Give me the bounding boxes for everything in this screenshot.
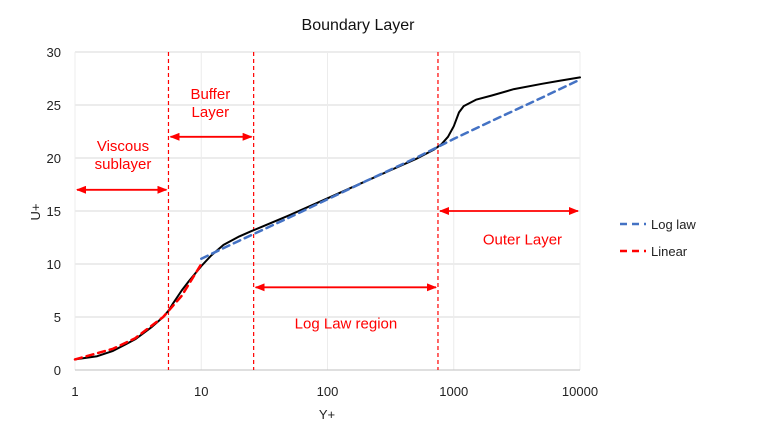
y-tick-label: 25 bbox=[47, 98, 61, 113]
x-tick-label: 100 bbox=[317, 384, 339, 399]
grid-lines bbox=[74, 51, 581, 371]
x-tick-label: 1 bbox=[71, 384, 78, 399]
chart-title: Boundary Layer bbox=[302, 17, 416, 34]
y-tick-label: 0 bbox=[54, 363, 61, 378]
y-tick-label: 30 bbox=[47, 45, 61, 60]
y-tick-label: 5 bbox=[54, 310, 61, 325]
series-line-linear bbox=[73, 262, 203, 361]
viscous-sublayer-label: Viscous bbox=[97, 138, 149, 155]
outer-layer-label: Outer Layer bbox=[483, 232, 562, 249]
legend-label-linear: Linear bbox=[651, 244, 688, 259]
legend-label-log-law: Log law bbox=[651, 217, 696, 232]
x-tick-label: 1000 bbox=[439, 384, 468, 399]
x-tick-label: 10 bbox=[194, 384, 208, 399]
buffer-layer-label: Buffer bbox=[190, 86, 230, 103]
x-axis-title: Y+ bbox=[319, 407, 335, 422]
x-tick-label: 10000 bbox=[562, 384, 598, 399]
log-law-region-label: Log Law region bbox=[295, 315, 398, 332]
y-tick-label: 15 bbox=[47, 204, 61, 219]
axes: 0 5 10 15 20 25 30 1 10 100 1000 10000 bbox=[47, 45, 599, 399]
series-lines bbox=[73, 76, 582, 361]
series-line-log-law bbox=[200, 78, 582, 260]
legend: Log law Linear bbox=[620, 217, 696, 259]
y-tick-label: 10 bbox=[47, 257, 61, 272]
viscous-sublayer-label: sublayer bbox=[95, 156, 152, 173]
buffer-layer-label: Layer bbox=[192, 104, 230, 121]
region-markers bbox=[167, 52, 439, 370]
y-tick-label: 20 bbox=[47, 151, 61, 166]
y-axis-title: U+ bbox=[28, 204, 43, 221]
